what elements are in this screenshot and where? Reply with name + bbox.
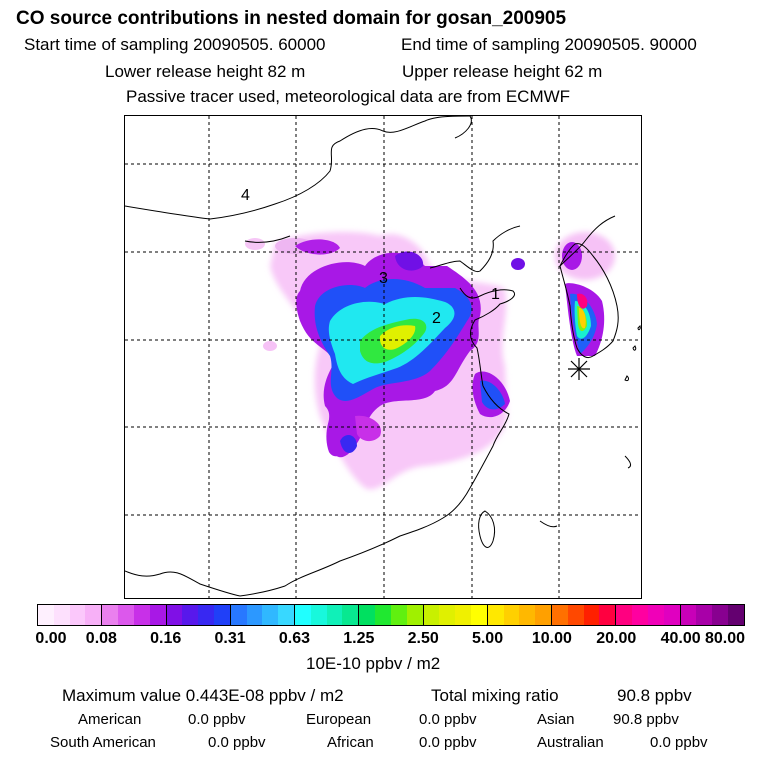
region-name-south-american: South American <box>50 734 156 751</box>
colorbar-tick-label: 0.63 <box>278 630 311 647</box>
colorbar-swatch <box>470 605 488 625</box>
colorbar-units: 10E-10 ppbv / m2 <box>306 654 441 673</box>
region-name-australian: Australian <box>537 734 604 751</box>
start-time-label: Start time of sampling 20090505. 60000 <box>24 35 326 54</box>
region-value-african: 0.0 ppbv <box>419 734 477 751</box>
colorbar-swatch <box>359 605 376 625</box>
colorbar-swatch <box>326 605 343 625</box>
colorbar-swatch <box>198 605 214 625</box>
colorbar-tick-label: 5.00 <box>471 630 504 647</box>
colorbar-tick-label: 0.16 <box>150 630 182 647</box>
colorbar-swatch <box>712 605 728 625</box>
region-name-european: European <box>306 711 372 728</box>
colorbar-swatch <box>69 605 86 625</box>
region-value-asian: 90.8 ppbv <box>613 711 679 728</box>
region-label-4: 4 <box>241 187 250 204</box>
region-value-american: 0.0 ppbv <box>188 711 246 728</box>
colorbar-swatch <box>182 605 199 625</box>
total-mixing-ratio-label: Total mixing ratio <box>431 686 559 705</box>
colorbar-swatch <box>295 605 311 625</box>
maximum-value-label: Maximum value 0.443E-08 ppbv / m2 <box>62 686 344 705</box>
region-name-african: African <box>327 734 374 751</box>
region-label-1: 1 <box>491 286 500 303</box>
map-panel: 1 2 3 4 <box>124 115 642 599</box>
colorbar-swatch <box>696 605 713 625</box>
colorbar-tick-label: 0.00 <box>35 630 67 647</box>
colorbar-swatch <box>118 605 134 625</box>
colorbar-tick-label: 80.00 <box>704 630 746 647</box>
colorbar-swatch <box>149 605 167 625</box>
colorbar-swatch <box>663 605 681 625</box>
colorbar-tick-label: 0.08 <box>85 630 117 647</box>
region-label-2: 2 <box>432 310 441 327</box>
end-time-label: End time of sampling 20090505. 90000 <box>401 35 697 54</box>
colorbar-swatch <box>599 605 617 625</box>
receptor-asterisk-icon <box>568 358 590 380</box>
colorbar-swatch <box>278 605 295 625</box>
contribution-map: 1 2 3 4 <box>125 116 641 598</box>
tracer-note: Passive tracer used, meteorological data… <box>126 87 571 106</box>
colorbar-swatch <box>375 605 391 625</box>
colorbar-swatch <box>727 605 744 625</box>
upper-release-height-label: Upper release height 62 m <box>402 62 603 81</box>
colorbar-swatch <box>102 605 119 625</box>
colorbar-swatch <box>85 605 103 625</box>
colorbar-tick-label: 0.31 <box>214 630 246 647</box>
colorbar-swatch <box>535 605 552 625</box>
colorbar-swatch <box>439 605 456 625</box>
plot-title: CO source contributions in nested domain… <box>16 8 567 29</box>
colorbar-swatch <box>567 605 584 625</box>
plume-layer-hotspot <box>577 293 588 309</box>
colorbar-swatch <box>680 605 697 625</box>
plume-layer-yellow <box>379 308 586 350</box>
colorbar-swatch <box>616 605 633 625</box>
colorbar-swatch <box>552 605 568 625</box>
colorbar-swatch <box>310 605 327 625</box>
colorbar-swatch <box>213 605 231 625</box>
colorbar-tick-label: 1.25 <box>343 630 375 647</box>
region-label-3: 3 <box>379 270 388 287</box>
colorbar-swatch <box>38 605 54 625</box>
colorbar-swatch <box>246 605 263 625</box>
colorbar-swatch <box>406 605 424 625</box>
colorbar-tick-label: 20.00 <box>596 630 637 647</box>
colorbar-swatch <box>166 605 183 625</box>
colorbar-swatch <box>262 605 279 625</box>
colorbar-swatch <box>647 605 664 625</box>
colorbar-swatch <box>230 605 247 625</box>
coastlines <box>125 116 641 597</box>
colorbar-swatch <box>455 605 471 625</box>
colorbar-swatch <box>133 605 150 625</box>
colorbar-tick-label: 10.00 <box>531 630 572 647</box>
region-name-american: American <box>78 711 142 728</box>
colorbar-swatch <box>583 605 600 625</box>
colorbar-tick-label: 40.00 <box>660 630 701 647</box>
lower-release-height-label: Lower release height 82 m <box>105 62 306 81</box>
region-value-south-american: 0.0 ppbv <box>208 734 266 751</box>
colorbar-swatch <box>342 605 360 625</box>
total-mixing-ratio-value: 90.8 ppbv <box>617 686 692 705</box>
region-value-australian: 0.0 ppbv <box>650 734 708 751</box>
colorbar-swatch <box>487 605 504 625</box>
region-name-asian: Asian <box>537 711 575 728</box>
region-value-european: 0.0 ppbv <box>419 711 477 728</box>
colorbar-tick-label: 2.50 <box>407 630 439 647</box>
colorbar-swatch <box>503 605 520 625</box>
colorbar-swatch <box>390 605 407 625</box>
colorbar-swatch <box>519 605 536 625</box>
graticule <box>125 116 641 598</box>
colorbar-swatch <box>632 605 648 625</box>
colorbar-swatch <box>423 605 440 625</box>
colorbar <box>37 604 745 626</box>
colorbar-swatch <box>53 605 70 625</box>
